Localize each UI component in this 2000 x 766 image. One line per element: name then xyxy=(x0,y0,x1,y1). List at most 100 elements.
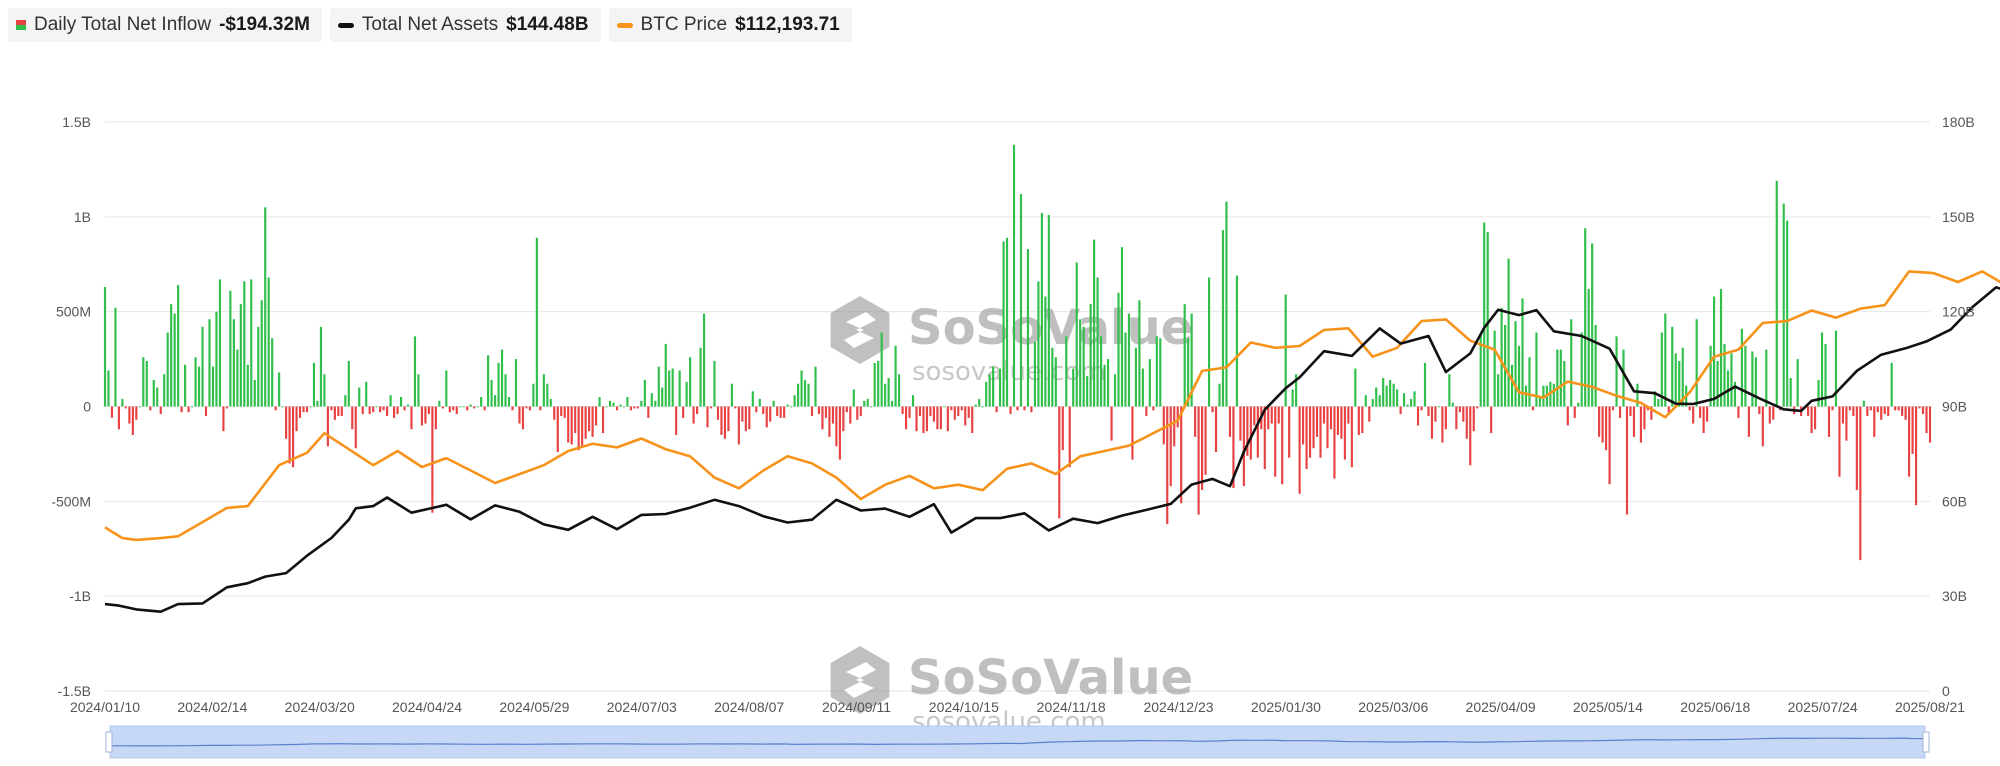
inflow-bar xyxy=(1490,406,1493,434)
inflow-bar xyxy=(295,406,298,432)
inflow-bar xyxy=(971,406,974,434)
inflow-bar xyxy=(1719,288,1723,407)
inflow-bar xyxy=(1218,383,1221,407)
inflow-bar xyxy=(1037,281,1040,407)
btc-price-line xyxy=(104,270,2000,542)
inflow-bar xyxy=(1225,201,1228,407)
inflow-bar xyxy=(1159,338,1162,407)
inflow-bar xyxy=(1751,351,1754,407)
inflow-bar xyxy=(904,406,908,430)
inflow-bar xyxy=(201,326,204,407)
x-tick-label: 2025/05/14 xyxy=(1573,699,1643,715)
inflow-bar xyxy=(1678,360,1681,407)
inflow-bar xyxy=(490,379,493,407)
y-left-tick-label: 500M xyxy=(56,304,91,320)
btc-swatch xyxy=(616,22,633,28)
inflow-bar xyxy=(1775,180,1778,407)
inflow-bar xyxy=(1232,406,1235,489)
inflow-bar xyxy=(1897,406,1900,411)
navigator-left-handle xyxy=(105,731,113,753)
inflow-bar xyxy=(856,406,859,420)
inflow-bar xyxy=(1702,406,1705,434)
inflow-bar xyxy=(361,406,364,415)
inflow-bar xyxy=(382,406,385,411)
inflow-bar xyxy=(1921,406,1925,415)
inflow-bar xyxy=(504,374,507,407)
inflow-bar xyxy=(779,406,782,418)
inflow-bar xyxy=(532,383,535,407)
inflow-bar xyxy=(403,406,406,411)
inflow-bar xyxy=(406,404,410,407)
inflow-bar xyxy=(1723,343,1726,407)
inflow-bar xyxy=(870,406,873,408)
inflow-bar xyxy=(372,406,375,413)
inflow-bar xyxy=(1141,368,1144,407)
inflow-bar xyxy=(842,406,845,432)
navigator-series-line xyxy=(110,737,1926,747)
range-navigator[interactable] xyxy=(105,725,1930,759)
inflow-bar xyxy=(1382,378,1385,407)
inflow-bar xyxy=(619,404,622,407)
inflow-bar xyxy=(1845,406,1848,441)
inflow-bar xyxy=(1524,385,1528,407)
inflow-bar xyxy=(1911,406,1914,454)
inflow-bar xyxy=(1420,406,1423,411)
inflow-bar xyxy=(1120,247,1124,407)
inflow-bar xyxy=(894,345,897,407)
inflow-bar xyxy=(1072,368,1075,407)
inflow-bar xyxy=(1566,406,1569,426)
inflow-bar xyxy=(769,406,772,422)
inflow-bar xyxy=(243,281,246,407)
inflow-bar xyxy=(730,383,733,407)
inflow-bar xyxy=(1169,406,1172,487)
inflow-bar xyxy=(1535,332,1538,407)
inflow-bar xyxy=(1476,406,1479,409)
inflow-bar xyxy=(177,285,180,407)
inflow-bar xyxy=(1510,364,1514,407)
inflow-bar xyxy=(1636,383,1639,407)
legend-item-inflow[interactable]: Daily Total Net Inflow -$194.32M xyxy=(8,8,322,42)
inflow-bar xyxy=(354,406,357,449)
inflow-bar xyxy=(873,362,876,407)
inflow-bar xyxy=(901,406,904,415)
inflow-bar xyxy=(337,406,340,416)
inflow-bar xyxy=(1319,406,1322,458)
inflow-bar xyxy=(459,406,462,408)
inflow-bar xyxy=(1173,406,1176,447)
inflow-bar xyxy=(995,406,998,413)
x-tick-label: 2024/10/15 xyxy=(929,699,999,715)
inflow-bar xyxy=(483,406,486,411)
inflow-bar xyxy=(1772,406,1775,420)
inflow-bar xyxy=(1782,203,1785,407)
inflow-bar xyxy=(1918,406,1921,409)
inflow-bar xyxy=(685,381,688,407)
inflow-bar xyxy=(1733,381,1737,407)
inflow-bar xyxy=(1295,374,1298,407)
inflow-bar xyxy=(1409,398,1413,407)
inflow-bar xyxy=(1497,374,1500,407)
inflow-bar xyxy=(581,406,584,447)
inflow-bar xyxy=(184,364,187,407)
x-tick-label: 2024/12/23 xyxy=(1143,699,1213,715)
inflow-bar xyxy=(567,406,570,443)
inflow-bar xyxy=(932,406,935,422)
legend-item-btc[interactable]: BTC Price $112,193.71 xyxy=(608,8,852,42)
inflow-bar xyxy=(671,368,674,407)
legend-item-assets[interactable]: Total Net Assets $144.48B xyxy=(329,8,601,42)
inflow-bar xyxy=(1827,406,1831,437)
inflow-bar xyxy=(1883,406,1886,415)
inflow-bar xyxy=(1267,406,1270,430)
inflow-bar xyxy=(1288,406,1291,458)
inflow-bar xyxy=(1009,406,1012,415)
inflow-bar xyxy=(1197,406,1200,515)
inflow-bar xyxy=(1075,262,1078,407)
y-left-tick-label: -1B xyxy=(69,588,91,604)
inflow-bar xyxy=(124,406,127,409)
inflow-bar xyxy=(1183,304,1186,407)
inflow-bar xyxy=(810,406,814,416)
inflow-bar xyxy=(800,370,803,407)
inflow-bar xyxy=(814,366,817,407)
inflow-bar xyxy=(539,406,542,411)
inflow-bar xyxy=(1880,406,1883,420)
